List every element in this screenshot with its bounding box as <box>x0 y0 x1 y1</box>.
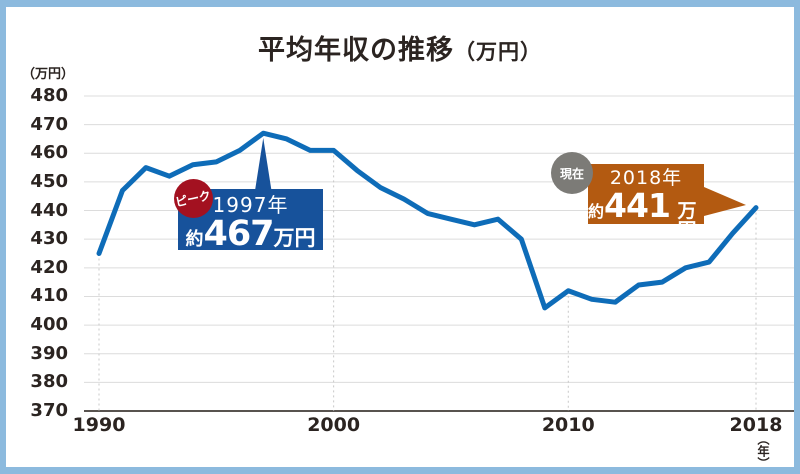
current-badge-label: 現在 <box>559 166 584 181</box>
x-tick-label: 2018 <box>729 414 783 436</box>
y-tick-label: 380 <box>30 371 68 393</box>
peak-badge-label: ピーク <box>174 188 213 210</box>
current-value: 約 441 万円 <box>588 189 704 240</box>
current-unit: 万円 <box>677 200 697 241</box>
current-annotation-box: 2018年 約 441 万円 <box>588 164 704 240</box>
y-tick-label: 460 <box>30 142 68 164</box>
y-tick-label: 430 <box>30 228 68 250</box>
y-tick-label: 450 <box>30 170 68 192</box>
peak-year-label: 1997年 <box>212 193 289 217</box>
current-approx-prefix: 約 <box>588 202 605 221</box>
y-tick-label: 480 <box>30 85 68 106</box>
y-tick-label: 470 <box>30 113 68 135</box>
y-tick-label: 390 <box>30 342 68 364</box>
x-tick-label: 2000 <box>307 414 361 436</box>
income-line <box>96 130 759 311</box>
y-tick-label: 400 <box>30 314 68 336</box>
x-tick-label: 1990 <box>72 414 126 436</box>
peak-badge: ピーク <box>174 179 213 218</box>
y-tick-label: 440 <box>30 199 68 221</box>
current-amount: 441 <box>604 186 671 225</box>
x-axis-unit-label: （年） <box>756 433 770 469</box>
peak-value: 約 467 万円 <box>178 217 323 252</box>
current-year-label: 2018年 <box>609 167 683 189</box>
chart-title: 平均年収の推移（万円） <box>6 28 794 67</box>
current-badge: 現在 <box>551 152 593 194</box>
y-tick-label: 370 <box>30 400 68 421</box>
current-pointer <box>704 187 746 216</box>
peak-pointer <box>255 138 272 189</box>
chart-title-unit: （万円） <box>454 40 542 64</box>
peak-amount: 467 <box>203 214 274 254</box>
y-tick-label: 410 <box>30 285 68 307</box>
y-axis-unit-label: （万円） <box>22 67 75 82</box>
peak-annotation-box: 1997年 約 467 万円 <box>178 189 323 252</box>
peak-unit: 万円 <box>273 226 316 250</box>
peak-approx-prefix: 約 <box>185 229 204 250</box>
x-tick-label: 2010 <box>541 414 595 436</box>
chart-title-main: 平均年収の推移 <box>258 35 454 66</box>
y-tick-label: 420 <box>30 256 68 278</box>
